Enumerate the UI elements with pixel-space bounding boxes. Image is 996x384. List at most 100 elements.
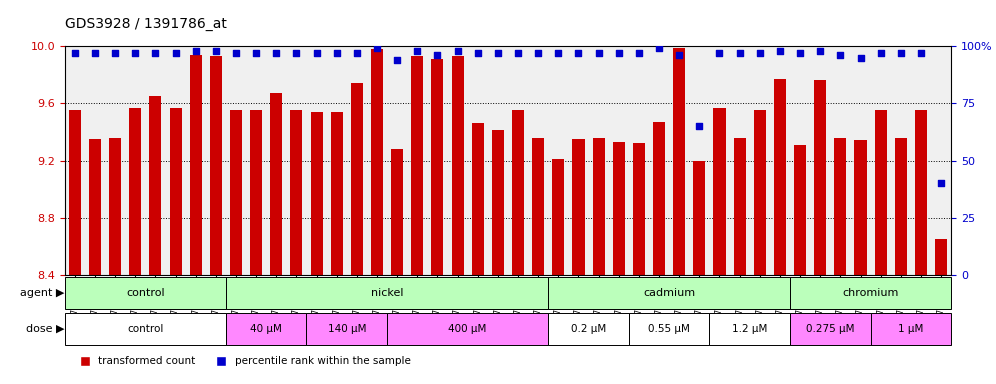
FancyBboxPatch shape (709, 313, 790, 345)
Bar (855, 141, 867, 275)
Text: 140 μM: 140 μM (328, 324, 367, 334)
FancyBboxPatch shape (790, 313, 871, 345)
FancyBboxPatch shape (226, 313, 307, 345)
Bar (411, 56, 423, 275)
Point (752, 50, 768, 56)
Point (611, 50, 626, 56)
Bar (69, 111, 81, 275)
Bar (835, 137, 847, 275)
Bar (734, 137, 746, 275)
Bar (754, 111, 766, 275)
Bar (794, 145, 806, 275)
Bar (110, 137, 122, 275)
Bar (270, 93, 282, 275)
Bar (149, 96, 161, 275)
Point (208, 48, 224, 54)
Text: 0.2 μM: 0.2 μM (571, 324, 607, 334)
Point (470, 50, 486, 56)
Point (108, 50, 124, 56)
Point (651, 45, 667, 51)
Text: 1 μM: 1 μM (898, 324, 923, 334)
Bar (593, 137, 605, 275)
FancyBboxPatch shape (387, 313, 548, 345)
Bar (451, 56, 463, 275)
Bar (894, 137, 906, 275)
FancyBboxPatch shape (307, 313, 387, 345)
Text: 1.2 μM: 1.2 μM (732, 324, 767, 334)
Text: cadmium: cadmium (643, 288, 695, 298)
Text: 0.55 μM: 0.55 μM (648, 324, 690, 334)
Point (711, 50, 727, 56)
Bar (189, 55, 202, 275)
Point (691, 123, 707, 129)
FancyBboxPatch shape (871, 313, 951, 345)
Bar (351, 83, 363, 275)
Point (87, 50, 103, 56)
Point (167, 50, 183, 56)
Bar (653, 122, 665, 275)
Point (630, 50, 646, 56)
FancyBboxPatch shape (65, 313, 226, 345)
Bar (431, 59, 443, 275)
Point (892, 50, 908, 56)
Bar (512, 111, 524, 275)
Point (289, 50, 305, 56)
Bar (673, 48, 685, 275)
Bar (371, 49, 383, 275)
Point (913, 50, 929, 56)
Bar (472, 123, 484, 275)
Bar (915, 111, 927, 275)
Point (248, 50, 264, 56)
Bar (814, 80, 827, 275)
Text: nickel: nickel (371, 288, 403, 298)
Point (490, 50, 506, 56)
Point (187, 48, 203, 54)
Bar (693, 161, 705, 275)
Bar (774, 79, 786, 275)
Bar (210, 56, 222, 275)
FancyBboxPatch shape (548, 313, 628, 345)
Point (792, 50, 808, 56)
Point (409, 48, 425, 54)
Bar (250, 111, 262, 275)
Point (429, 52, 445, 58)
Point (370, 45, 385, 51)
Bar (874, 111, 886, 275)
Bar (230, 111, 242, 275)
Text: 400 μM: 400 μM (448, 324, 487, 334)
Bar (573, 139, 585, 275)
Text: agent ▶: agent ▶ (20, 288, 65, 298)
Point (349, 50, 365, 56)
Bar (291, 111, 303, 275)
Text: dose ▶: dose ▶ (26, 324, 65, 334)
FancyBboxPatch shape (226, 277, 548, 309)
Bar (311, 112, 323, 275)
Point (772, 48, 788, 54)
Bar (713, 108, 725, 275)
FancyBboxPatch shape (628, 313, 709, 345)
Bar (492, 131, 504, 275)
Point (510, 50, 526, 56)
Text: 40 μM: 40 μM (250, 324, 282, 334)
Point (309, 50, 325, 56)
Bar (331, 112, 343, 275)
Point (127, 50, 143, 56)
Legend: transformed count, percentile rank within the sample: transformed count, percentile rank withi… (70, 352, 415, 371)
Point (853, 55, 869, 61)
Point (530, 50, 546, 56)
Bar (613, 142, 624, 275)
Point (732, 50, 748, 56)
Point (449, 48, 465, 54)
Point (833, 52, 849, 58)
Text: chromium: chromium (843, 288, 898, 298)
Bar (552, 159, 565, 275)
Point (933, 180, 949, 187)
Point (329, 50, 345, 56)
Point (389, 57, 405, 63)
Point (228, 50, 244, 56)
Point (591, 50, 607, 56)
Point (813, 48, 829, 54)
Bar (632, 143, 645, 275)
Text: control: control (127, 324, 163, 334)
Bar (129, 108, 141, 275)
